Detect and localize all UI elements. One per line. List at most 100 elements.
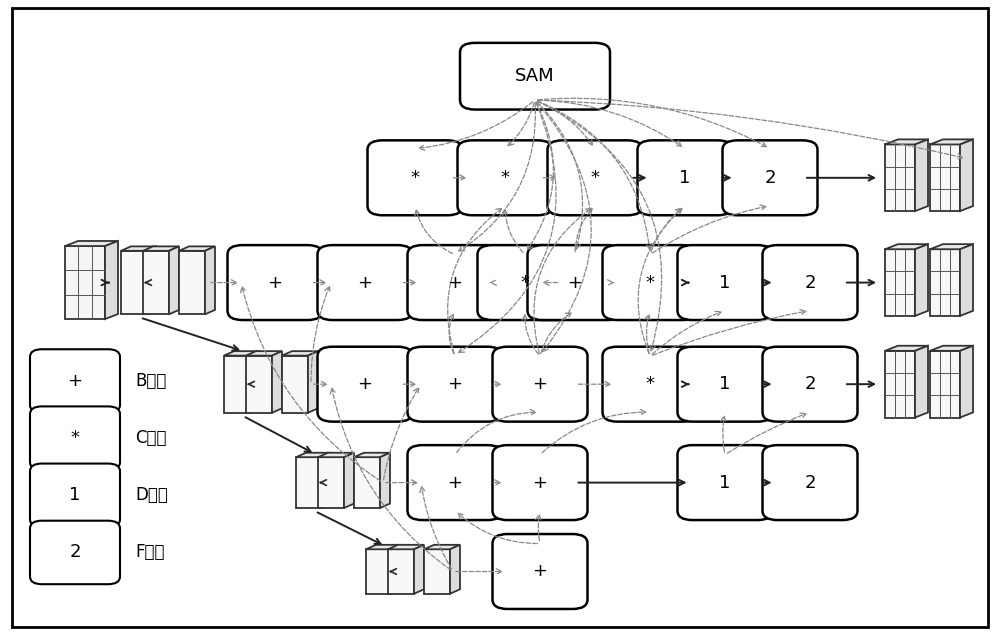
Polygon shape [388,545,424,549]
Text: *: * [646,274,654,291]
FancyBboxPatch shape [638,140,732,215]
Polygon shape [246,356,272,413]
Text: 2: 2 [764,169,776,187]
FancyBboxPatch shape [318,347,413,422]
Text: *: * [646,375,654,393]
FancyBboxPatch shape [478,245,572,320]
Polygon shape [121,246,157,251]
Text: 1: 1 [719,274,731,291]
FancyBboxPatch shape [678,245,772,320]
FancyBboxPatch shape [30,349,120,413]
FancyBboxPatch shape [408,245,502,320]
Text: +: + [358,375,372,393]
Polygon shape [105,241,118,319]
Polygon shape [143,246,179,251]
FancyBboxPatch shape [458,140,552,215]
Polygon shape [65,246,105,319]
Polygon shape [143,251,169,314]
Polygon shape [121,251,147,314]
Text: B模块: B模块 [135,372,166,390]
Polygon shape [960,244,973,316]
Polygon shape [885,244,928,249]
Polygon shape [450,545,460,594]
FancyBboxPatch shape [493,534,588,609]
Text: F模块: F模块 [135,544,164,561]
Polygon shape [308,351,318,413]
Text: *: * [501,169,510,187]
Polygon shape [344,453,354,508]
Polygon shape [322,453,332,508]
Text: +: + [568,274,582,291]
Polygon shape [224,356,250,413]
Polygon shape [366,545,402,549]
FancyBboxPatch shape [722,140,818,215]
Polygon shape [246,351,282,356]
FancyBboxPatch shape [602,245,698,320]
Text: 1: 1 [679,169,691,187]
Polygon shape [224,351,260,356]
FancyBboxPatch shape [460,43,610,110]
Polygon shape [885,345,928,351]
Text: +: + [532,375,548,393]
Polygon shape [885,140,928,145]
Polygon shape [169,246,179,314]
Polygon shape [930,351,960,418]
Polygon shape [354,453,390,457]
FancyBboxPatch shape [408,445,502,520]
FancyBboxPatch shape [408,347,502,422]
Polygon shape [885,145,915,211]
Text: *: * [520,274,530,291]
FancyBboxPatch shape [548,140,642,215]
Polygon shape [296,457,322,508]
Polygon shape [885,351,915,418]
Polygon shape [65,241,118,246]
Text: 1: 1 [69,486,81,504]
Text: 2: 2 [804,375,816,393]
FancyBboxPatch shape [30,521,120,584]
Polygon shape [960,345,973,418]
FancyBboxPatch shape [30,406,120,470]
FancyBboxPatch shape [763,445,858,520]
Polygon shape [915,140,928,211]
Text: C模块: C模块 [135,429,166,447]
Text: +: + [448,474,462,491]
FancyBboxPatch shape [318,245,413,320]
Text: *: * [411,169,420,187]
FancyBboxPatch shape [763,347,858,422]
Polygon shape [930,345,973,351]
Text: D模块: D模块 [135,486,168,504]
Polygon shape [282,351,318,356]
Text: +: + [448,274,462,291]
FancyBboxPatch shape [12,8,988,627]
FancyBboxPatch shape [493,445,588,520]
Polygon shape [960,140,973,211]
FancyBboxPatch shape [493,347,588,422]
Polygon shape [179,246,215,251]
Polygon shape [915,244,928,316]
FancyBboxPatch shape [30,464,120,527]
Polygon shape [424,549,450,594]
FancyBboxPatch shape [528,245,622,320]
Polygon shape [179,251,205,314]
Text: 1: 1 [719,474,731,491]
Polygon shape [414,545,424,594]
FancyBboxPatch shape [367,140,462,215]
Text: +: + [532,474,548,491]
Text: +: + [268,274,283,291]
FancyBboxPatch shape [678,347,772,422]
Polygon shape [354,457,380,508]
FancyBboxPatch shape [763,245,858,320]
Polygon shape [930,249,960,316]
Text: *: * [590,169,600,187]
Polygon shape [930,145,960,211]
Polygon shape [424,545,460,549]
Polygon shape [885,249,915,316]
Polygon shape [392,545,402,594]
Text: SAM: SAM [515,67,555,85]
FancyBboxPatch shape [602,347,698,422]
Polygon shape [272,351,282,413]
Text: +: + [448,375,462,393]
Text: +: + [68,372,82,390]
Polygon shape [380,453,390,508]
Text: +: + [532,563,548,580]
